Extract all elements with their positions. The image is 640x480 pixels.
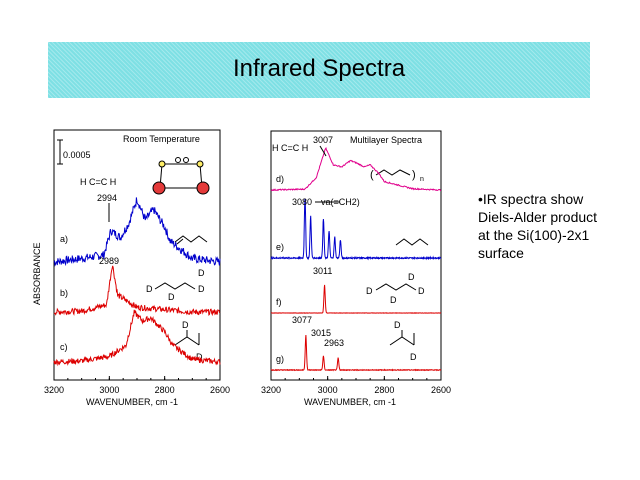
svg-text:D: D: [408, 272, 415, 282]
svg-text:(: (: [370, 169, 374, 181]
right-x-tick-label: 3000: [318, 385, 338, 395]
left-y-axis-label: ABSORBANCE: [32, 242, 42, 305]
right-series-1-annotation-1: 3007: [313, 135, 333, 145]
svg-text:D: D: [198, 284, 205, 294]
svg-text:D: D: [168, 292, 175, 302]
left-series-1-label: a): [60, 234, 68, 244]
left-series-1-annotation-1: 2994: [97, 193, 117, 203]
right-series-4-annotation-1: 3077: [292, 315, 312, 325]
right-series-4-label: g): [276, 354, 284, 364]
left-x-tick-label: 3200: [44, 385, 64, 395]
right-series-1-line: [270, 146, 442, 192]
svg-text:D: D: [196, 352, 203, 362]
bullet-line-3: at the Si(100)-2x1: [478, 227, 590, 243]
right-x-axis-label: WAVENUMBER, cm -1: [304, 397, 396, 407]
right-series-3-annotation-1: 3011: [313, 266, 332, 276]
right-annotation-leader: [319, 145, 327, 157]
right-molecule-g: D D: [389, 320, 417, 362]
left-vinyl-label: H C=C H: [80, 177, 116, 187]
svg-text:): ): [412, 169, 416, 181]
left-x-tick-label: 3000: [99, 385, 119, 395]
bullet-line-1: •IR spectra show: [478, 191, 584, 207]
svg-text:D: D: [366, 286, 373, 296]
svg-text:D: D: [146, 284, 153, 294]
svg-text:D: D: [390, 295, 397, 305]
bullet-line-4: surface: [478, 245, 524, 261]
left-x-tick-label: 2800: [155, 385, 175, 395]
title-banner: Infrared Spectra: [48, 42, 590, 98]
bullet-line-2: Diels-Alder product: [478, 209, 598, 225]
right-series-3-line: [270, 284, 442, 314]
right-series-1-label: d): [276, 174, 284, 184]
left-dimer-diagram: [152, 157, 210, 195]
svg-text:D: D: [410, 352, 417, 362]
left-series-2-annotation-1: 2989: [99, 256, 119, 266]
left-molecule-b: D D D D: [146, 268, 205, 302]
left-x-tick-label: 2600: [210, 385, 230, 395]
bullet-text: •IR spectra show Diels-Alder product at …: [478, 190, 628, 262]
svg-text:D: D: [394, 320, 401, 330]
left-series-1-line: [53, 197, 221, 267]
right-molecule-e: [395, 238, 429, 246]
right-series-4-annotation-2: 3015: [311, 328, 331, 338]
right-chart-title: Multilayer Spectra: [350, 135, 422, 145]
left-series-3-line: [53, 309, 221, 367]
left-scale-bar: [57, 139, 63, 165]
right-series-2-line: [270, 198, 442, 261]
left-series-2-line: [53, 265, 221, 317]
left-molecule-c: D D: [174, 320, 203, 362]
left-molecule-a: [174, 235, 208, 245]
left-x-axis-label: WAVENUMBER, cm -1: [86, 397, 178, 407]
svg-text:D: D: [418, 286, 425, 296]
slide-title: Infrared Spectra: [232, 55, 406, 82]
right-series-2-label: e): [276, 242, 284, 252]
right-molecule-f: D D D D: [366, 272, 425, 305]
right-molecule-d: ( ) n: [370, 169, 424, 183]
left-series-3-label: c): [60, 342, 68, 352]
right-series-2-annotation-2: va(=CH2): [321, 197, 360, 207]
right-series-2-annotation-1: 3080: [292, 197, 312, 207]
left-series-2-label: b): [60, 288, 68, 298]
svg-text:D: D: [198, 268, 205, 278]
right-series-3-label: f): [276, 297, 282, 307]
right-x-tick-label: 3200: [261, 385, 281, 395]
svg-text:D: D: [182, 320, 189, 330]
left-scale-label: 0.0005: [63, 150, 91, 160]
right-x-tick-label: 2600: [431, 385, 451, 395]
right-series-4-line: [270, 334, 442, 372]
right-x-tick-label: 2800: [374, 385, 394, 395]
right-top-molecule-label: H C=C H: [272, 143, 308, 153]
right-series-4-annotation-3: 2963: [324, 338, 344, 348]
svg-text:n: n: [420, 176, 424, 183]
left-chart-title: Room Temperature: [123, 134, 200, 144]
